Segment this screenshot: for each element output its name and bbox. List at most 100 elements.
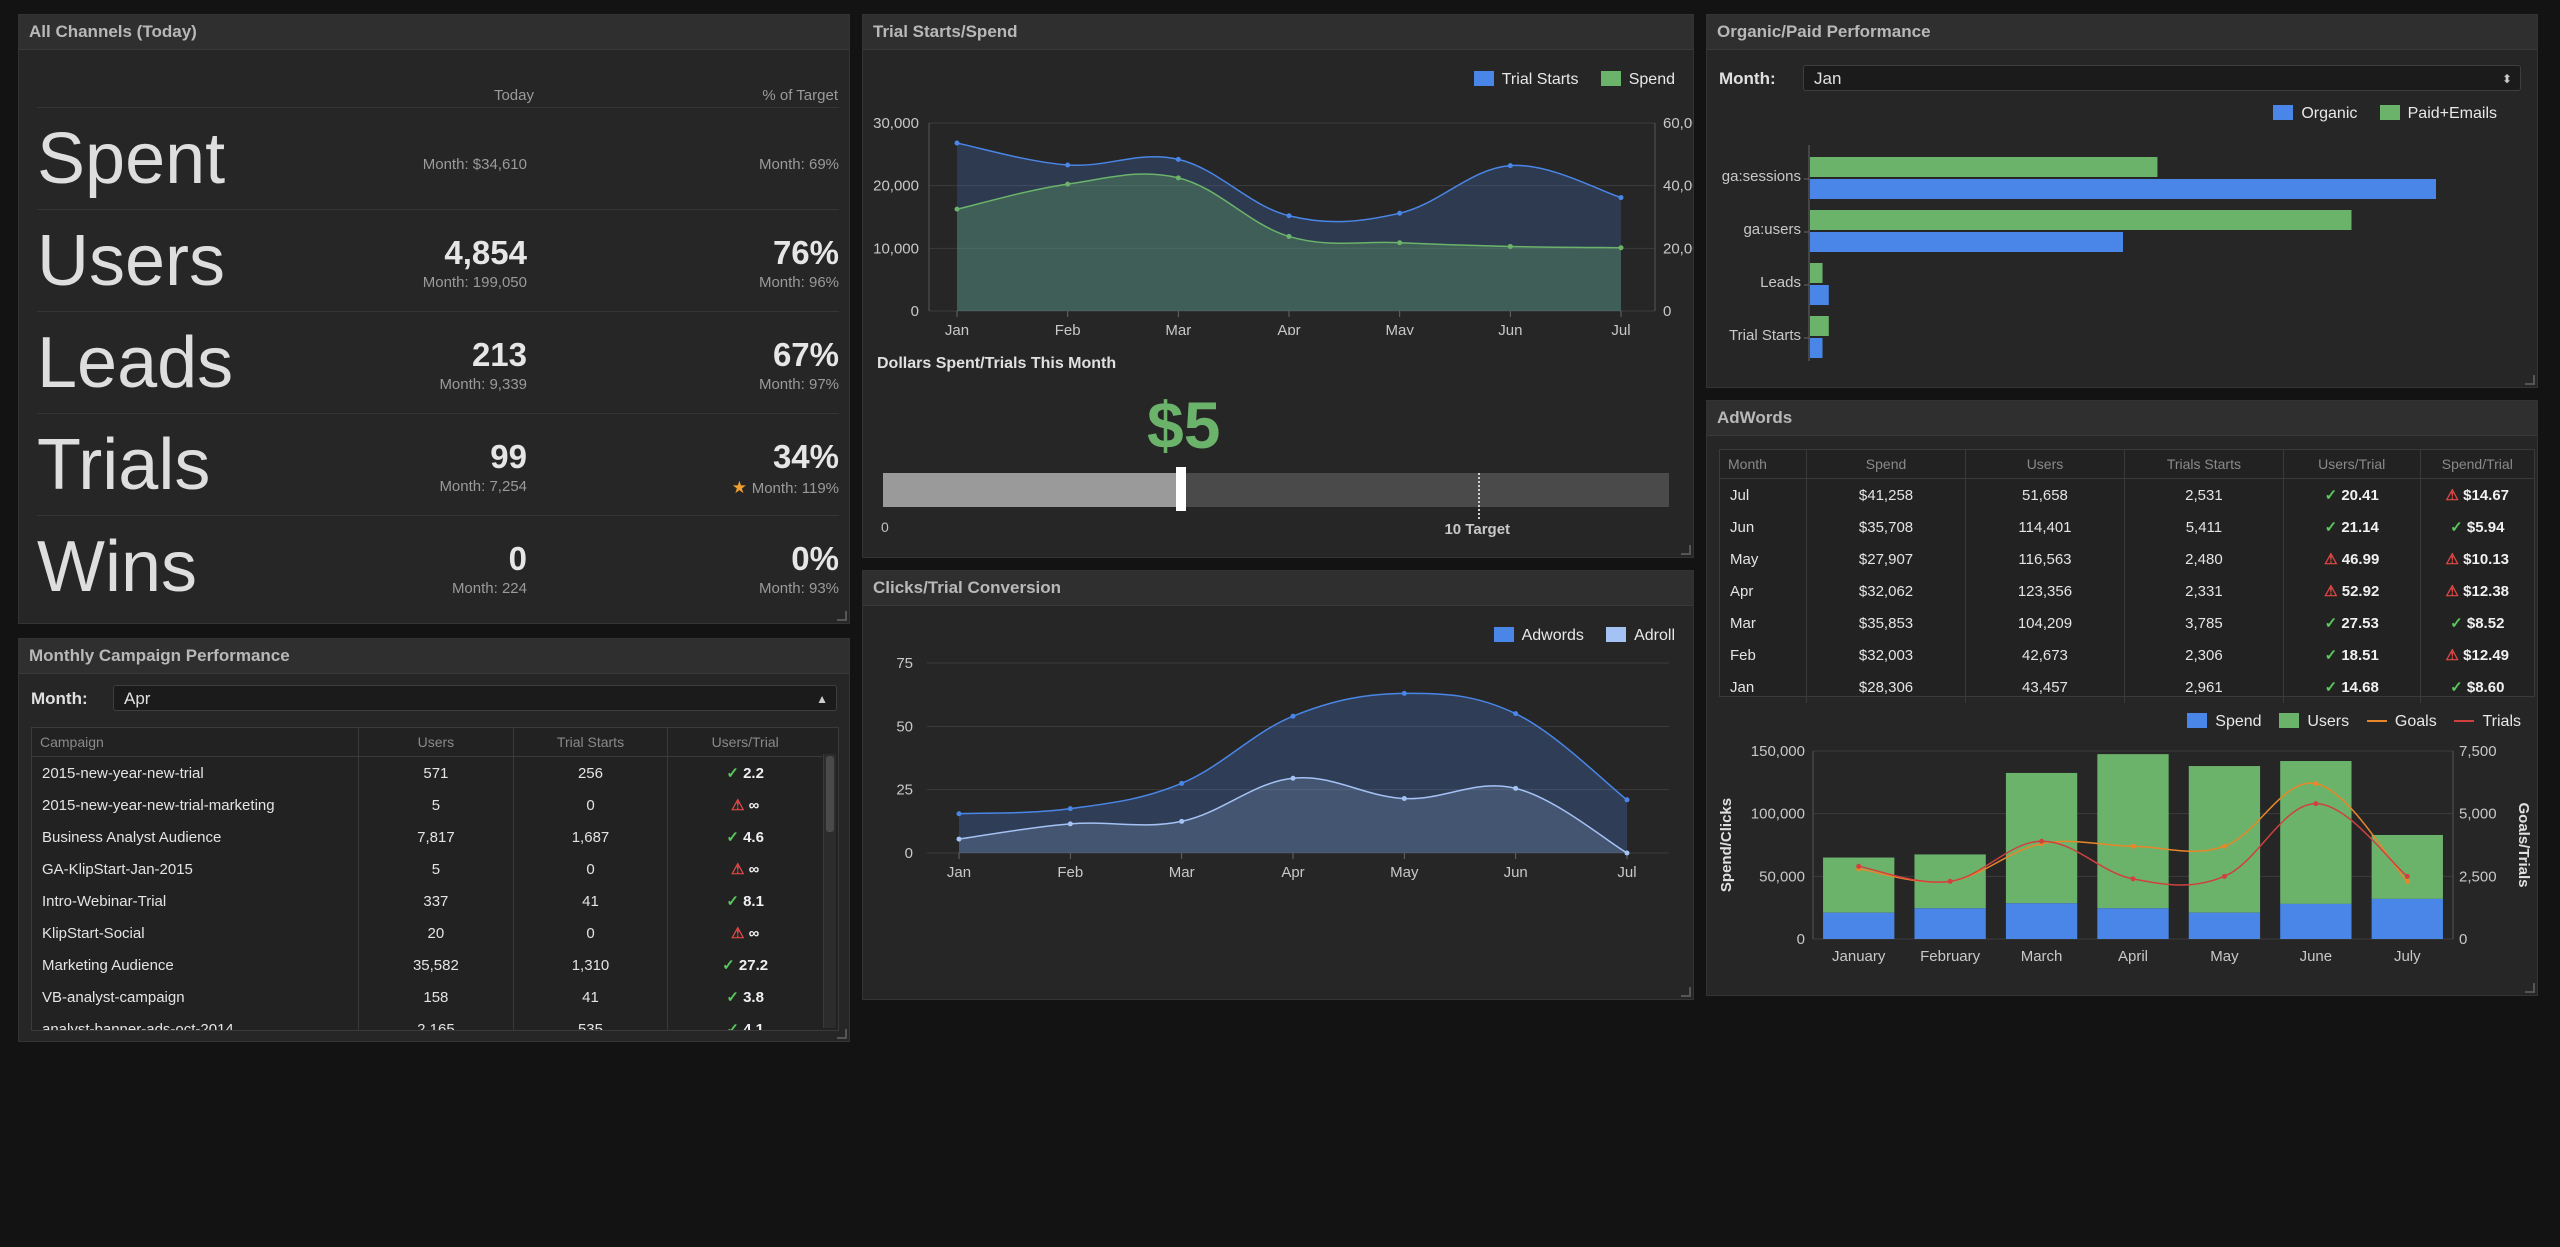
col-users-trial: Users/Trial [2282,450,2421,479]
campaign-users: 2,165 [358,1013,514,1030]
resize-handle[interactable] [1681,987,1691,997]
gauge-fill [883,473,1181,507]
x-tick-label: Jun [1504,864,1528,881]
month-label: Month: [31,689,88,708]
trial-spend-chart: 0 10,000 20,000 30,000 0 20,000 40,000 60,000 Ja… [873,115,1693,335]
legend-item-organic[interactable]: Organic [2273,105,2357,122]
campaign-name: Business Analyst Audience [42,828,222,846]
check-icon: ✓ [726,765,744,782]
data-point [1618,195,1624,201]
data-point [1397,210,1403,216]
table-row[interactable]: Jan $28,306 43,457 2,961 ✓ 14.68 ✓ $8.60 [1720,671,2534,703]
panel-title: Trial Starts/Spend [863,15,1693,50]
scrollbar-thumb[interactable] [826,756,834,832]
table-row[interactable]: Feb $32,003 42,673 2,306 ✓ 18.51 ⚠ $12.49 [1720,639,2534,671]
bar-organic [1810,179,2436,199]
y-tick-label: 0 [1797,931,1805,948]
clicks-panel: Clicks/Trial Conversion Adwords Adroll 0… [862,570,1694,1000]
kpi-month-value: Month: 199,050 [422,274,527,291]
select-arrow-icon: ⬍ [2501,72,2512,86]
legend-item-trials[interactable]: Trials [2454,713,2521,730]
table-row[interactable]: Jul $41,258 51,658 2,531 ✓ 20.41 ⚠ $14.67 [1720,478,2534,511]
adwords-ut: ⚠ 52.92 [2282,575,2421,607]
data-point [1067,806,1073,812]
legend-item-spend[interactable]: Spend [2187,713,2262,730]
resize-handle[interactable] [837,611,847,621]
x-tick-label: March [2021,948,2063,965]
bar-spend [1914,908,1986,939]
ratio-value: ∞ [748,861,760,878]
kpi-month-value: Month: 9,339 [439,376,527,393]
data-point [1507,243,1513,249]
resize-handle[interactable] [2525,375,2535,385]
table-row[interactable]: Intro-Webinar-Trial 337 41 ✓ 8.1 [32,885,822,917]
campaign-name: GA-KlipStart-Jan-2015 [42,860,193,878]
table-row[interactable]: Apr $32,062 123,356 2,331 ⚠ 52.92 ⚠ $12.38 [1720,575,2534,607]
col-trials-starts: Trials Starts [2123,450,2284,479]
bar-spend [1823,912,1895,939]
adwords-ut: ✓ 20.41 [2282,478,2421,511]
campaign-ratio: ✓ 4.1 [667,1013,822,1030]
data-point [1175,175,1181,181]
table-row[interactable]: GA-KlipStart-Jan-2015 5 0 ⚠ ∞ [32,853,822,885]
table-row[interactable]: KlipStart-Social 20 0 ⚠ ∞ [32,917,822,949]
resize-handle[interactable] [837,1029,847,1039]
month-select-value: Jan [1814,69,1842,88]
kpi-month-percent-text: Month: 69% [758,156,839,173]
data-point [1067,821,1073,827]
adwords-trials: 2,531 [2123,478,2284,511]
col-users: Users [1965,450,2125,479]
data-point [1179,818,1185,824]
legend-item-adroll[interactable]: Adroll [1606,627,1675,644]
campaign-table-wrap: Campaign Users Trial Starts Users/Trial … [31,727,839,1031]
legend-item-paid-emails[interactable]: Paid+Emails [2379,105,2497,122]
adwords-st: ⚠ $12.38 [2419,575,2534,607]
ratio-value: ∞ [748,925,760,942]
resize-handle[interactable] [1681,545,1691,555]
kpi-month-percent-text: Month: 119% [751,480,839,497]
data-point [1175,156,1181,162]
table-row[interactable]: 2015-new-year-new-trial 571 256 ✓ 2.2 [32,756,822,789]
check-icon: ✓ [2450,519,2467,536]
table-row[interactable]: Marketing Audience 35,582 1,310 ✓ 27.2 [32,949,822,981]
legend-item-users[interactable]: Users [2279,713,2349,730]
table-scrollbar[interactable] [823,754,836,1028]
legend-item-spend[interactable]: Spend [1600,71,1675,88]
value: 27.53 [2341,615,2379,632]
legend-item-adwords[interactable]: Adwords [1493,627,1584,644]
check-icon: ✓ [2324,519,2342,536]
warning-icon: ⚠ [2445,583,2464,600]
adwords-trials: 2,306 [2123,639,2284,671]
table-row[interactable]: Mar $35,853 104,209 3,785 ✓ 27.53 ✓ $8.52 [1720,607,2534,639]
adwords-users: 43,457 [1965,671,2125,703]
y2-tick-label: 7,500 [2459,743,2497,760]
table-row[interactable]: Jun $35,708 114,401 5,411 ✓ 21.14 ✓ $5.94 [1720,511,2534,543]
x-tick-label: May [2210,948,2239,965]
legend-item-goals[interactable]: Goals [2366,713,2437,730]
data-point [2130,843,2136,849]
legend-item-trial-starts[interactable]: Trial Starts [1473,71,1579,88]
resize-handle[interactable] [2525,983,2535,993]
bar-paid-emails [1810,263,1823,283]
value: $5.94 [2466,519,2505,536]
value: 46.99 [2341,551,2380,568]
warning-icon: ⚠ [2445,487,2464,504]
adwords-users: 114,401 [1965,511,2125,543]
table-row[interactable]: VB-analyst-campaign 158 41 ✓ 3.8 [32,981,822,1013]
month-label: Month: [1719,69,1776,88]
table-row[interactable]: 2015-new-year-new-trial-marketing 5 0 ⚠ ∞ [32,789,822,821]
month-select[interactable]: Jan ⬍ [1803,65,2521,91]
y2-tick-label: 0 [2459,931,2467,948]
table-row[interactable]: May $27,907 116,563 2,480 ⚠ 46.99 ⚠ $10.13 [1720,543,2534,575]
campaign-ratio: ✓ 3.8 [667,981,822,1013]
table-row[interactable]: analyst-banner-ads-oct-2014 2,165 535 ✓ 4.1 [32,1013,822,1030]
table-row[interactable]: Business Analyst Audience 7,817 1,687 ✓ 4.6 [32,821,822,853]
campaign-users: 571 [358,756,514,789]
kpi-month-value: Month: 7,254 [439,478,527,495]
kpi-row-leads: Leads 213 Month: 9,339 67% Month: 97% [37,311,839,414]
data-point [2313,801,2319,807]
ratio-value: 27.2 [738,957,769,974]
adwords-users: 104,209 [1965,607,2125,639]
month-select[interactable]: Apr ▲ [113,685,837,711]
x-tick-label: January [1832,948,1886,965]
